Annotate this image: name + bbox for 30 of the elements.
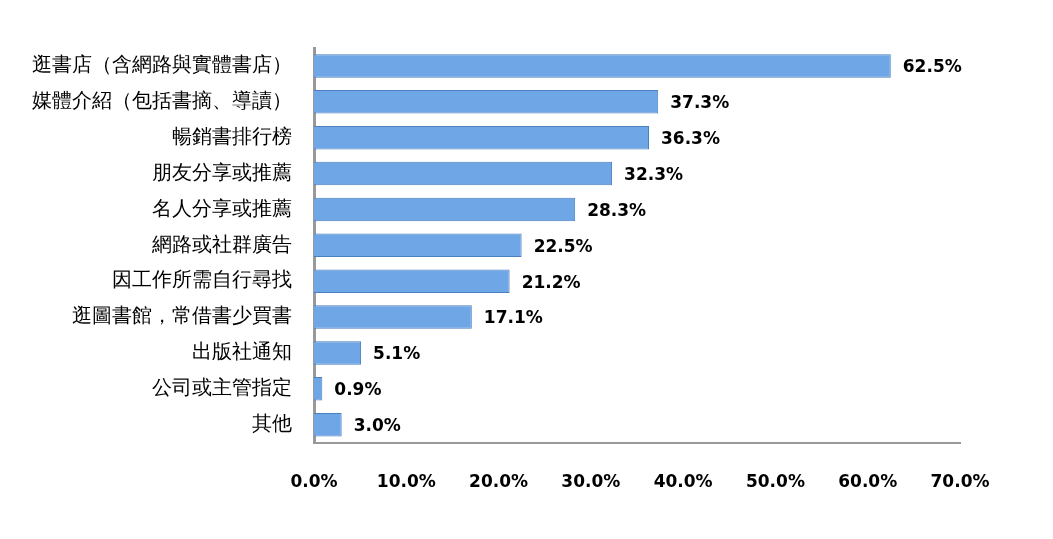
y-tick-label: 網路或社群廣告	[151, 231, 292, 256]
data-label: 0.9%	[334, 379, 382, 400]
x-tick-label: 40.0%	[653, 471, 713, 492]
x-tick-label: 20.0%	[469, 471, 529, 492]
y-tick-label: 名人分享或推薦	[152, 195, 292, 220]
y-tick-label: 逛圖書館，常借書少買書	[72, 303, 292, 328]
y-tick-label: 媒體介紹（包括書摘、導讀）	[32, 88, 292, 113]
data-label: 37.3%	[670, 92, 730, 113]
data-label: 62.5%	[902, 56, 962, 77]
data-label: 22.5%	[533, 235, 593, 256]
x-tick-label: 30.0%	[561, 471, 621, 492]
y-tick-label: 其他	[252, 410, 292, 435]
data-label: 28.3%	[587, 199, 647, 220]
x-tick-label: 0.0%	[290, 471, 338, 492]
y-tick-label: 公司或主管指定	[152, 374, 292, 399]
y-tick-label: 因工作所需自行尋找	[112, 267, 292, 292]
x-tick-label: 60.0%	[838, 471, 898, 492]
data-label: 32.3%	[624, 163, 684, 184]
data-label: 17.1%	[483, 307, 543, 328]
data-label: 3.0%	[353, 415, 401, 436]
x-tick-label: 10.0%	[376, 471, 436, 492]
data-label: 5.1%	[373, 343, 421, 364]
y-tick-label: 出版社通知	[192, 339, 292, 364]
y-tick-label: 逛書店（含網路與實體書店）	[32, 52, 292, 77]
x-tick-label: 50.0%	[745, 471, 805, 492]
y-tick-label: 暢銷書排行榜	[172, 123, 292, 148]
data-label: 36.3%	[661, 128, 720, 149]
x-tick-label: 70.0%	[930, 471, 990, 492]
y-tick-label: 朋友分享或推薦	[152, 159, 292, 184]
data-label: 21.2%	[521, 271, 581, 292]
